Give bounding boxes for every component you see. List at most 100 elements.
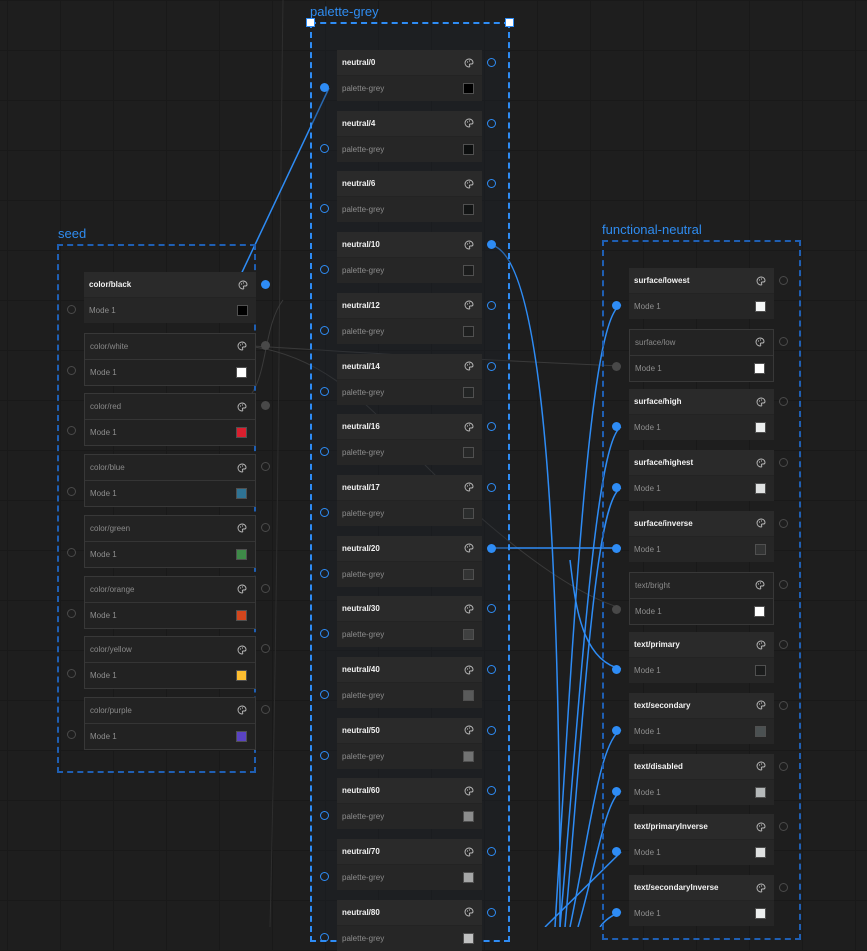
color-swatch[interactable] xyxy=(463,872,474,884)
mode-row[interactable]: palette-grey xyxy=(337,76,482,101)
color-swatch[interactable] xyxy=(463,568,474,580)
variable-node-neutral-10[interactable]: neutral/10 palette-grey xyxy=(337,232,482,284)
variable-node-color-red[interactable]: color/red Mode 1 xyxy=(84,393,256,447)
color-swatch[interactable] xyxy=(236,609,247,621)
output-port[interactable] xyxy=(779,336,788,346)
output-port[interactable] xyxy=(487,543,496,553)
output-port[interactable] xyxy=(779,458,788,468)
color-swatch[interactable] xyxy=(463,811,474,823)
variable-node-neutral-0[interactable]: neutral/0 palette-grey xyxy=(337,50,482,101)
input-port[interactable] xyxy=(612,301,621,310)
node-header[interactable]: neutral/16 xyxy=(337,414,482,441)
color-swatch[interactable] xyxy=(755,908,766,919)
node-header[interactable]: color/red xyxy=(85,394,255,419)
input-port[interactable] xyxy=(612,908,621,917)
variable-node-color-blue[interactable]: color/blue Mode 1 xyxy=(84,454,256,508)
output-port[interactable] xyxy=(261,462,270,472)
group-label-functional-neutral[interactable]: functional-neutral xyxy=(602,222,702,237)
mode-row[interactable]: palette-grey xyxy=(337,743,482,769)
input-port[interactable] xyxy=(612,422,621,432)
group-label-palette-grey[interactable]: palette-grey xyxy=(310,4,379,19)
color-palette-icon[interactable] xyxy=(237,705,247,715)
color-swatch[interactable] xyxy=(463,447,474,459)
output-port[interactable] xyxy=(779,700,788,710)
input-port[interactable] xyxy=(612,665,621,675)
color-swatch[interactable] xyxy=(236,730,247,742)
variable-node-color-white[interactable]: color/white Mode 1 xyxy=(84,332,256,386)
input-port[interactable] xyxy=(67,547,76,557)
input-port[interactable] xyxy=(320,811,329,821)
input-port[interactable] xyxy=(320,204,329,214)
node-header[interactable]: neutral/0 xyxy=(337,50,482,76)
mode-row[interactable]: palette-grey xyxy=(337,318,482,344)
mode-row[interactable]: Mode 1 xyxy=(85,540,255,567)
mode-row[interactable]: Mode 1 xyxy=(629,779,774,805)
variable-node-color-orange[interactable]: color/orange Mode 1 xyxy=(84,575,256,629)
mode-row[interactable]: Mode 1 xyxy=(85,419,255,446)
node-header[interactable]: text/primary xyxy=(629,632,774,659)
node-header[interactable]: neutral/50 xyxy=(337,718,482,744)
color-swatch[interactable] xyxy=(463,325,474,337)
color-palette-icon[interactable] xyxy=(756,518,766,528)
color-swatch[interactable] xyxy=(755,422,766,434)
output-port[interactable] xyxy=(487,907,496,917)
output-port[interactable] xyxy=(487,604,496,614)
color-swatch[interactable] xyxy=(755,301,766,312)
node-header[interactable]: surface/lowest xyxy=(629,268,774,294)
mode-row[interactable]: palette-grey xyxy=(337,683,482,708)
variable-node-text-primary[interactable]: text/primary Mode 1 xyxy=(629,632,774,684)
input-port[interactable] xyxy=(320,83,329,92)
variable-node-neutral-20[interactable]: neutral/20 palette-grey xyxy=(337,535,482,587)
output-port[interactable] xyxy=(779,883,788,892)
node-header[interactable]: neutral/20 xyxy=(337,536,482,562)
variable-node-color-yellow[interactable]: color/yellow Mode 1 xyxy=(84,636,256,690)
input-port[interactable] xyxy=(612,604,621,614)
input-port[interactable] xyxy=(320,750,329,760)
mode-row[interactable]: palette-grey xyxy=(337,258,482,284)
variable-node-text-bright[interactable]: text/bright Mode 1 xyxy=(629,571,774,625)
color-palette-icon[interactable] xyxy=(464,58,474,68)
output-port[interactable] xyxy=(487,361,496,371)
output-port[interactable] xyxy=(487,58,496,67)
variable-node-neutral-30[interactable]: neutral/30 palette-grey xyxy=(337,596,482,648)
output-port[interactable] xyxy=(261,522,270,532)
variable-node-neutral-14[interactable]: neutral/14 palette-grey xyxy=(337,353,482,405)
color-palette-icon[interactable] xyxy=(464,361,474,371)
input-port[interactable] xyxy=(612,725,621,735)
variable-node-neutral-70[interactable]: neutral/70 palette-grey xyxy=(337,839,482,891)
mode-row[interactable]: palette-grey xyxy=(337,865,482,891)
color-palette-icon[interactable] xyxy=(464,725,474,735)
color-swatch[interactable] xyxy=(755,665,766,677)
color-swatch[interactable] xyxy=(236,427,247,439)
output-port[interactable] xyxy=(261,704,270,714)
node-header[interactable]: neutral/60 xyxy=(337,778,482,805)
color-swatch[interactable] xyxy=(463,83,474,94)
input-port[interactable] xyxy=(612,543,621,553)
mode-row[interactable]: palette-grey xyxy=(337,379,482,405)
variable-node-neutral-16[interactable]: neutral/16 palette-grey xyxy=(337,414,482,466)
variable-node-surface-low[interactable]: surface/low Mode 1 xyxy=(629,328,774,382)
color-palette-icon[interactable] xyxy=(464,907,474,917)
output-port[interactable] xyxy=(779,822,788,832)
color-swatch[interactable] xyxy=(463,143,474,155)
mode-row[interactable]: Mode 1 xyxy=(630,354,773,381)
output-port[interactable] xyxy=(487,665,496,674)
color-palette-icon[interactable] xyxy=(756,822,766,832)
node-header[interactable]: color/black xyxy=(84,272,256,298)
node-header[interactable]: neutral/40 xyxy=(337,657,482,683)
input-port[interactable] xyxy=(320,568,329,578)
node-header[interactable]: text/secondaryInverse xyxy=(629,875,774,901)
node-header[interactable]: color/purple xyxy=(85,698,255,723)
variable-node-surface-inverse[interactable]: surface/inverse Mode 1 xyxy=(629,510,774,562)
mode-row[interactable]: Mode 1 xyxy=(629,658,774,684)
node-header[interactable]: neutral/10 xyxy=(337,232,482,259)
node-header[interactable]: color/blue xyxy=(85,455,255,480)
input-port[interactable] xyxy=(320,690,329,699)
color-swatch[interactable] xyxy=(236,366,247,378)
input-port[interactable] xyxy=(320,386,329,396)
color-palette-icon[interactable] xyxy=(237,523,247,533)
color-palette-icon[interactable] xyxy=(237,341,247,351)
node-header[interactable]: neutral/4 xyxy=(337,111,482,137)
input-port[interactable] xyxy=(320,629,329,639)
output-port[interactable] xyxy=(779,276,788,285)
